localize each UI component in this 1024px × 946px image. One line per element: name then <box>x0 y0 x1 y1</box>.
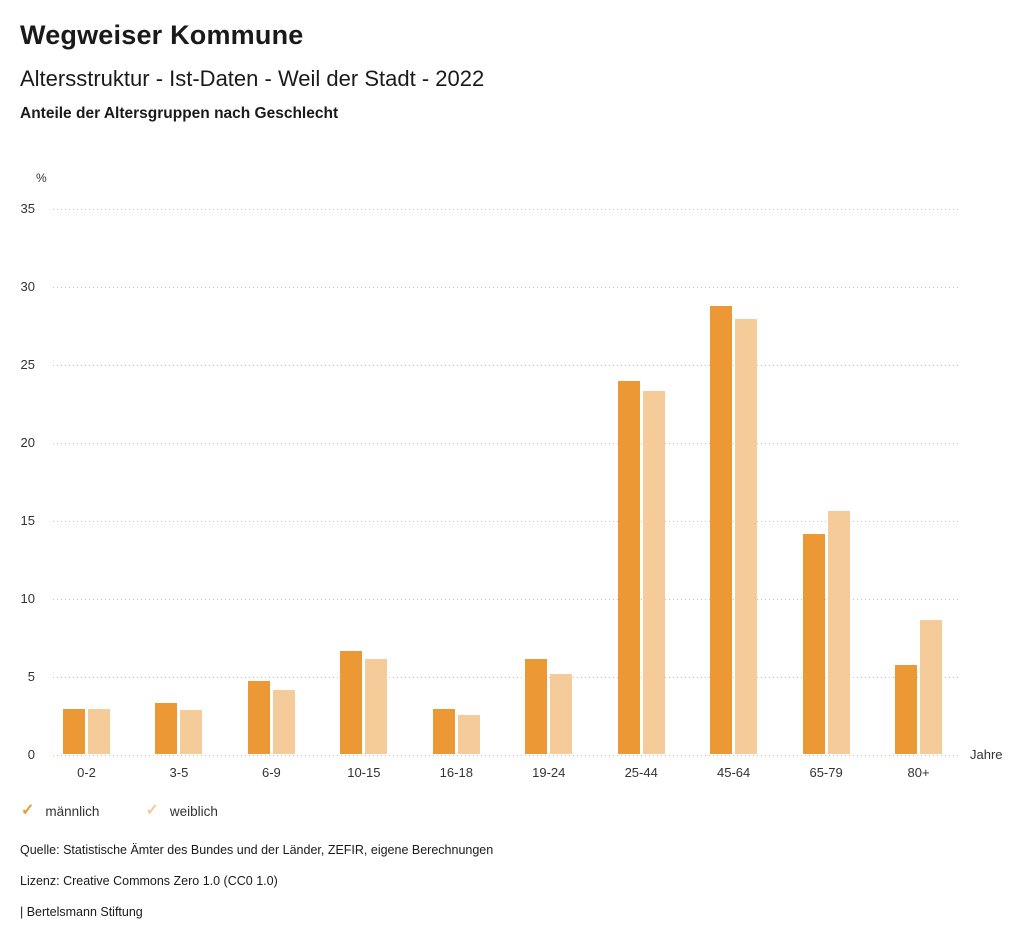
check-icon: ✓ <box>145 802 159 819</box>
bar-3-5-maennlich[interactable] <box>155 702 178 754</box>
x-tick-label-45-64: 45-64 <box>717 765 751 780</box>
bar-25-44-maennlich[interactable] <box>617 381 640 754</box>
y-tick-label-0: 0 <box>27 747 35 762</box>
bar-3-5-weiblich[interactable] <box>180 710 203 754</box>
source-note: Quelle: Statistische Ämter des Bundes un… <box>20 843 494 857</box>
bar-19-24-maennlich[interactable] <box>525 658 548 754</box>
bar-10-15-weiblich[interactable] <box>365 658 388 754</box>
x-axis-unit-label: Jahre <box>970 747 1003 762</box>
gridline-15 <box>53 521 960 522</box>
bar-65-79-weiblich[interactable] <box>827 510 850 754</box>
gridline-0 <box>53 755 960 756</box>
license-note: Lizenz: Creative Commons Zero 1.0 (CC0 1… <box>20 874 278 888</box>
bar-10-15-maennlich[interactable] <box>340 651 363 754</box>
bar-chart-plot-area: Jahre <box>53 209 1003 762</box>
bar-80+-maennlich[interactable] <box>895 665 918 754</box>
x-tick-label-25-44: 25-44 <box>624 765 658 780</box>
bar-65-79-maennlich[interactable] <box>802 534 825 754</box>
page-subtitle: Altersstruktur - Ist-Daten - Weil der St… <box>20 66 485 91</box>
bar-45-64-weiblich[interactable] <box>735 318 758 754</box>
chart-title: Anteile der Altersgruppen nach Geschlech… <box>20 105 339 122</box>
bar-25-44-weiblich[interactable] <box>642 390 665 754</box>
bar-19-24-weiblich[interactable] <box>550 674 573 754</box>
x-tick-label-65-79: 65-79 <box>809 765 843 780</box>
bar-16-18-weiblich[interactable] <box>457 715 480 754</box>
y-tick-label-30: 30 <box>20 279 35 294</box>
legend-item-maennlich[interactable]: ✓ männlich <box>21 803 99 819</box>
y-tick-label-35: 35 <box>20 201 35 216</box>
legend-item-weiblich[interactable]: ✓ weiblich <box>145 803 217 819</box>
x-tick-label-80+: 80+ <box>907 765 930 780</box>
x-tick-label-19-24: 19-24 <box>532 765 566 780</box>
bar-0-2-weiblich[interactable] <box>88 708 110 754</box>
x-tick-label-0-2: 0-2 <box>77 765 96 780</box>
gridline-30 <box>53 287 960 288</box>
legend-label: weiblich <box>169 803 218 819</box>
x-tick-label-6-9: 6-9 <box>261 765 281 780</box>
bar-80+-weiblich[interactable] <box>920 619 943 754</box>
gridline-35 <box>53 209 960 210</box>
y-axis-unit-label: % <box>36 171 47 185</box>
bar-16-18-maennlich[interactable] <box>432 708 455 754</box>
bar-0-2-maennlich[interactable] <box>63 708 85 754</box>
y-tick-label-20: 20 <box>20 435 35 450</box>
y-tick-label-25: 25 <box>20 357 35 372</box>
bar-6-9-weiblich[interactable] <box>272 690 295 754</box>
attribution-note: | Bertelsmann Stiftung <box>20 905 143 919</box>
page-title: Wegweiser Kommune <box>20 20 304 50</box>
chart-legend: ✓ männlich ✓ weiblich <box>21 803 218 819</box>
legend-label: männlich <box>45 803 100 819</box>
gridline-25 <box>53 365 960 366</box>
y-tick-label-10: 10 <box>20 591 35 606</box>
x-tick-label-16-18: 16-18 <box>439 765 473 780</box>
check-icon: ✓ <box>21 802 35 819</box>
gridline-20 <box>53 443 960 444</box>
gridline-5 <box>53 677 960 678</box>
y-tick-label-15: 15 <box>20 513 35 528</box>
gridline-10 <box>53 599 960 600</box>
bar-6-9-maennlich[interactable] <box>247 680 270 754</box>
x-tick-label-3-5: 3-5 <box>169 765 189 780</box>
x-tick-label-10-15: 10-15 <box>347 765 381 780</box>
bar-45-64-maennlich[interactable] <box>710 306 733 754</box>
y-tick-label-5: 5 <box>27 669 35 684</box>
